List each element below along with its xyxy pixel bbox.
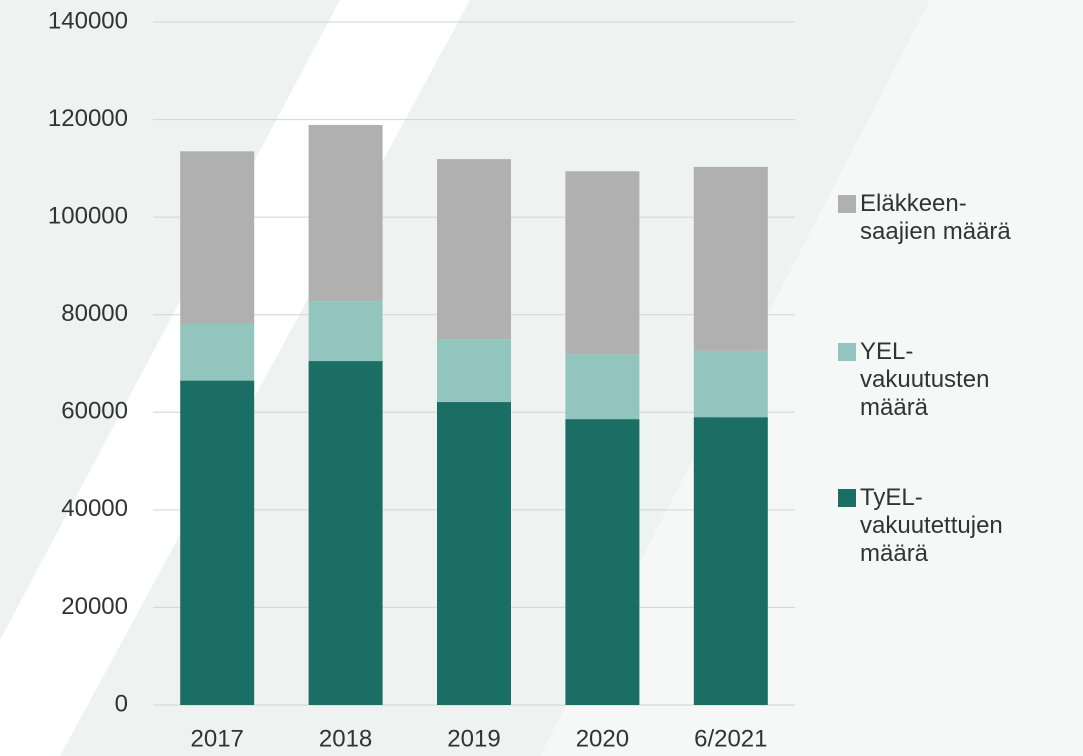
legend-swatch	[838, 489, 856, 507]
legend-item: Eläkkeen-saajien määrä	[838, 190, 1030, 246]
background-stripe	[540, 0, 1083, 756]
y-tick-label: 140000	[48, 7, 128, 34]
bar-segment	[693, 166, 768, 351]
x-tick-label: 6/2021	[694, 725, 767, 752]
bar-segment	[565, 419, 640, 705]
legend-label: TyEL-vakuutettujen määrä	[860, 484, 1003, 567]
bar-segment	[180, 151, 255, 324]
legend-item: TyEL-vakuutettujen määrä	[838, 484, 1030, 568]
bar-segment	[693, 350, 768, 418]
bar-segment	[693, 417, 768, 705]
bar-segment	[180, 323, 255, 381]
y-tick-label: 120000	[48, 105, 128, 132]
legend-item: YEL-vakuutusten määrä	[838, 338, 1030, 422]
bar-segment	[565, 354, 640, 420]
bar-segment	[180, 380, 255, 705]
bar-segment	[437, 339, 511, 403]
y-tick-label: 20000	[61, 593, 128, 620]
y-tick-label: 0	[115, 690, 128, 717]
x-tick-label: 2018	[319, 725, 372, 752]
legend-swatch	[838, 343, 856, 361]
y-tick-label: 80000	[61, 300, 128, 327]
legend-label: YEL-vakuutusten määrä	[860, 338, 990, 421]
y-tick-label: 60000	[61, 398, 128, 425]
x-tick-label: 2020	[576, 725, 629, 752]
bar-segment	[565, 171, 640, 355]
x-tick-label: 2019	[447, 725, 500, 752]
y-tick-label: 40000	[61, 495, 128, 522]
bar-segment	[437, 159, 511, 340]
legend-label: Eläkkeen-saajien määrä	[860, 190, 1011, 245]
legend-swatch	[838, 195, 856, 213]
bar-segment	[437, 402, 511, 705]
bar-segment	[308, 301, 383, 362]
bar-segment	[308, 361, 383, 705]
bar-segment	[308, 124, 383, 302]
y-tick-label: 100000	[48, 202, 128, 229]
x-tick-label: 2017	[191, 725, 244, 752]
